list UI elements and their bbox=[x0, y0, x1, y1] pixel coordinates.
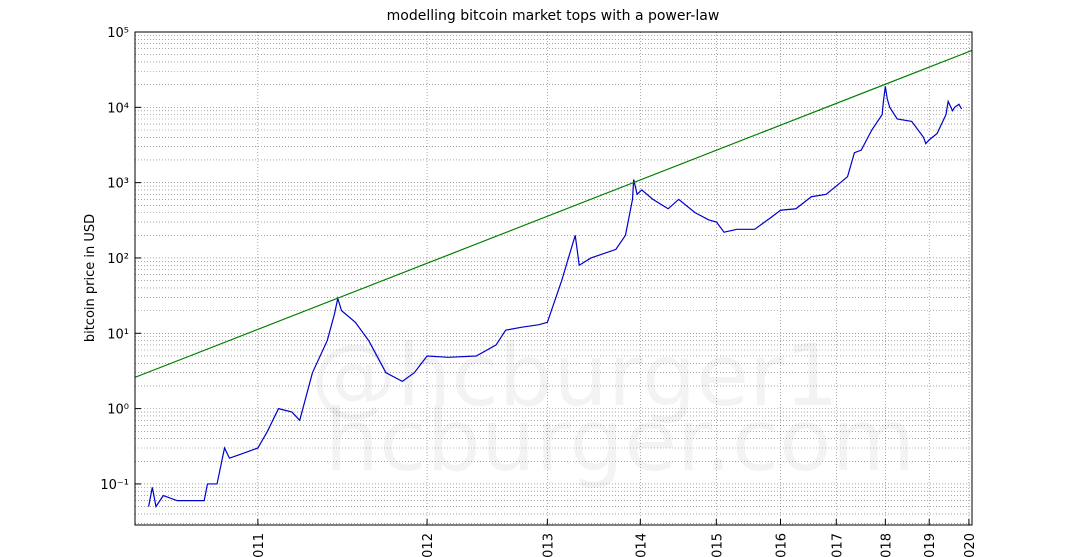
watermark: @hcburger1 bbox=[311, 326, 839, 426]
y-tick-label: 10⁰ bbox=[107, 403, 129, 418]
chart-title: modelling bitcoin market tops with a pow… bbox=[387, 8, 720, 24]
y-tick-label: 10² bbox=[107, 252, 129, 267]
x-tick-label: 016 bbox=[775, 533, 790, 557]
y-tick-label: 10³ bbox=[107, 177, 129, 192]
data-line bbox=[135, 49, 972, 378]
y-tick-label: 10¹ bbox=[107, 327, 129, 342]
x-tick-label: 019 bbox=[923, 533, 938, 557]
y-tick-label: 10⁻¹ bbox=[100, 478, 129, 493]
x-tick-label: 012 bbox=[421, 533, 436, 557]
data-line bbox=[148, 86, 963, 509]
x-tick-label: 018 bbox=[879, 533, 894, 557]
plot-frame bbox=[134, 31, 973, 526]
x-tick-label: 014 bbox=[634, 533, 649, 557]
y-axis-label: bitcoin price in USD bbox=[83, 214, 98, 342]
x-tick-label: 015 bbox=[710, 533, 725, 557]
x-tick-label: 011 bbox=[252, 533, 267, 557]
x-tick-label: 020 bbox=[963, 533, 978, 557]
x-tick-label: 013 bbox=[541, 533, 556, 557]
watermark: hcburger.com bbox=[325, 391, 916, 491]
y-tick-label: 10⁵ bbox=[107, 26, 129, 41]
x-tick-label: 017 bbox=[830, 533, 845, 557]
y-tick-label: 10⁴ bbox=[107, 101, 129, 116]
